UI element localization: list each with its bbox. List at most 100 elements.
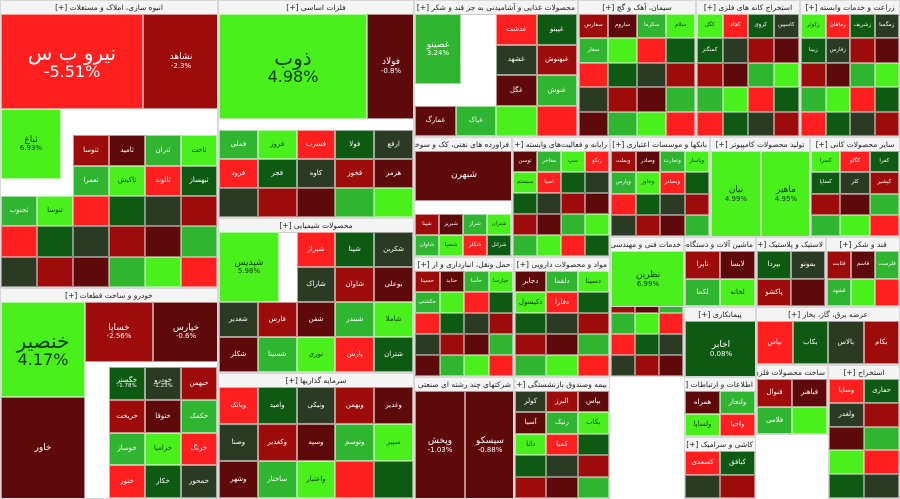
stock-tile[interactable]: ونیکی xyxy=(296,387,336,424)
stock-tile-unlabeled[interactable] xyxy=(109,196,145,227)
stock-tile-unlabeled[interactable] xyxy=(840,193,870,215)
stock-tile[interactable]: شاوان xyxy=(415,235,439,256)
stock-tile-unlabeled[interactable] xyxy=(577,292,609,313)
stock-tile[interactable]: شتران xyxy=(374,337,413,372)
stock-tile[interactable]: خبهمن xyxy=(181,367,217,400)
stock-tile[interactable]: حفاری xyxy=(864,379,899,403)
sector-header[interactable]: کاشی و سرامیک [+] xyxy=(685,438,755,452)
stock-tile[interactable]: لابسا xyxy=(720,251,755,279)
stock-tile-unlabeled[interactable] xyxy=(722,87,748,112)
stock-tile-unlabeled[interactable] xyxy=(825,62,850,88)
stock-tile-unlabeled[interactable] xyxy=(850,38,875,63)
stock-tile[interactable]: غپینو xyxy=(536,14,577,45)
sector-header[interactable]: سایر محصولات کانی [+] xyxy=(811,138,899,152)
stock-tile-unlabeled[interactable] xyxy=(537,214,561,235)
stock-tile-unlabeled[interactable] xyxy=(515,334,547,355)
stock-tile[interactable]: غگل xyxy=(496,75,537,106)
sector-header[interactable]: فراورده های نفتی، کک و سوخت هسته ای [+] xyxy=(415,138,511,152)
stock-tile-unlabeled[interactable] xyxy=(488,313,513,334)
stock-tile[interactable]: شپدیس 5.98% xyxy=(219,232,279,302)
stock-tile[interactable]: البرز xyxy=(546,391,578,413)
stock-tile[interactable]: وتوسم xyxy=(335,424,375,461)
stock-tile[interactable]: سیستم xyxy=(513,172,537,193)
stock-tile-unlabeled[interactable] xyxy=(864,402,899,427)
stock-tile-unlabeled[interactable] xyxy=(496,105,537,136)
stock-tile[interactable]: ثاکیش xyxy=(109,165,145,196)
stock-tile-unlabeled[interactable] xyxy=(792,406,827,434)
stock-tile[interactable]: فجر xyxy=(257,159,297,188)
stock-tile[interactable]: شتران xyxy=(487,214,511,235)
stock-tile-unlabeled[interactable] xyxy=(109,256,145,287)
stock-tile[interactable]: خمحور xyxy=(181,465,217,498)
stock-tile[interactable]: فنوال xyxy=(757,379,792,407)
stock-tile-unlabeled[interactable] xyxy=(536,105,577,136)
stock-tile[interactable]: وسپه xyxy=(296,424,336,461)
stock-tile-unlabeled[interactable] xyxy=(585,214,609,235)
stock-tile-unlabeled[interactable] xyxy=(869,214,899,236)
stock-tile-unlabeled[interactable] xyxy=(666,87,695,112)
stock-tile-unlabeled[interactable] xyxy=(659,334,683,355)
stock-tile-unlabeled[interactable] xyxy=(577,334,609,355)
stock-tile[interactable]: وپارس xyxy=(611,172,636,194)
stock-tile[interactable]: سپ xyxy=(561,151,585,172)
stock-tile-unlabeled[interactable] xyxy=(685,474,720,498)
stock-tile-unlabeled[interactable] xyxy=(720,474,755,498)
stock-tile[interactable]: وبصادر xyxy=(660,172,685,194)
stock-tile-unlabeled[interactable] xyxy=(439,313,464,334)
stock-tile-unlabeled[interactable] xyxy=(637,62,666,88)
stock-tile-unlabeled[interactable] xyxy=(864,474,899,498)
stock-tile-unlabeled[interactable] xyxy=(748,111,774,136)
stock-tile-unlabeled[interactable] xyxy=(825,111,850,136)
stock-tile-unlabeled[interactable] xyxy=(546,455,578,477)
stock-tile[interactable]: قثابت xyxy=(827,251,851,279)
stock-tile[interactable]: فروز xyxy=(257,130,297,159)
stock-tile-unlabeled[interactable] xyxy=(73,256,109,287)
stock-tile-unlabeled[interactable] xyxy=(296,188,336,217)
sector-header[interactable]: استخراج [+] xyxy=(829,366,899,380)
stock-tile[interactable]: پارس xyxy=(335,337,375,372)
stock-tile[interactable]: ثجنوب xyxy=(1,196,37,227)
stock-tile[interactable]: شاملا xyxy=(374,302,413,337)
stock-tile[interactable]: شبندر xyxy=(335,302,375,337)
stock-tile[interactable]: شیراز xyxy=(296,232,336,267)
stock-tile-unlabeled[interactable] xyxy=(608,111,637,136)
stock-tile[interactable]: نیان 4.99% xyxy=(711,151,761,236)
stock-tile[interactable]: غدشت xyxy=(496,14,537,45)
stock-tile-unlabeled[interactable] xyxy=(637,87,666,112)
stock-tile[interactable]: شفن xyxy=(296,302,336,337)
stock-tile[interactable]: فولا xyxy=(335,130,375,159)
stock-tile-unlabeled[interactable] xyxy=(697,111,723,136)
stock-tile[interactable]: شبهرن xyxy=(415,151,511,201)
stock-tile-unlabeled[interactable] xyxy=(109,226,145,257)
stock-tile[interactable]: حتاید xyxy=(439,271,464,292)
stock-tile-unlabeled[interactable] xyxy=(537,193,561,214)
stock-tile[interactable]: فباهنر xyxy=(792,379,827,407)
stock-tile-unlabeled[interactable] xyxy=(488,292,513,313)
stock-tile[interactable]: کساپا xyxy=(811,172,841,194)
stock-tile[interactable]: ثامید xyxy=(109,135,145,166)
stock-tile[interactable]: فرود xyxy=(219,159,258,188)
stock-tile-unlabeled[interactable] xyxy=(73,226,109,257)
stock-tile-unlabeled[interactable] xyxy=(722,111,748,136)
stock-tile[interactable]: کلر xyxy=(840,172,870,194)
stock-tile-unlabeled[interactable] xyxy=(801,87,826,112)
stock-tile-unlabeled[interactable] xyxy=(829,450,864,475)
stock-tile-unlabeled[interactable] xyxy=(577,433,609,456)
sector-header[interactable]: پیمانکاری [+] xyxy=(685,308,755,322)
stock-tile-unlabeled[interactable] xyxy=(577,455,609,477)
stock-tile[interactable]: شسینا xyxy=(257,337,297,372)
stock-tile-unlabeled[interactable] xyxy=(635,313,659,334)
stock-tile-unlabeled[interactable] xyxy=(415,334,440,355)
stock-tile-unlabeled[interactable] xyxy=(577,355,609,376)
sector-header[interactable]: ساخت محصولات فلزی [+] xyxy=(757,366,827,380)
sector-header[interactable]: فلزات اساسی [+] xyxy=(219,1,413,15)
stock-tile[interactable]: وبهمن xyxy=(335,387,375,424)
stock-tile-unlabeled[interactable] xyxy=(773,38,799,63)
stock-tile-unlabeled[interactable] xyxy=(875,278,899,306)
stock-tile-unlabeled[interactable] xyxy=(684,172,709,194)
stock-tile[interactable]: فخوز xyxy=(335,159,375,188)
sector-header[interactable]: بانکها و موسسات اعتباری [+] xyxy=(611,138,709,152)
stock-tile[interactable]: شبریز xyxy=(439,214,463,235)
stock-tile[interactable]: سفارس xyxy=(579,14,608,39)
stock-tile[interactable]: وبملت xyxy=(611,151,636,173)
